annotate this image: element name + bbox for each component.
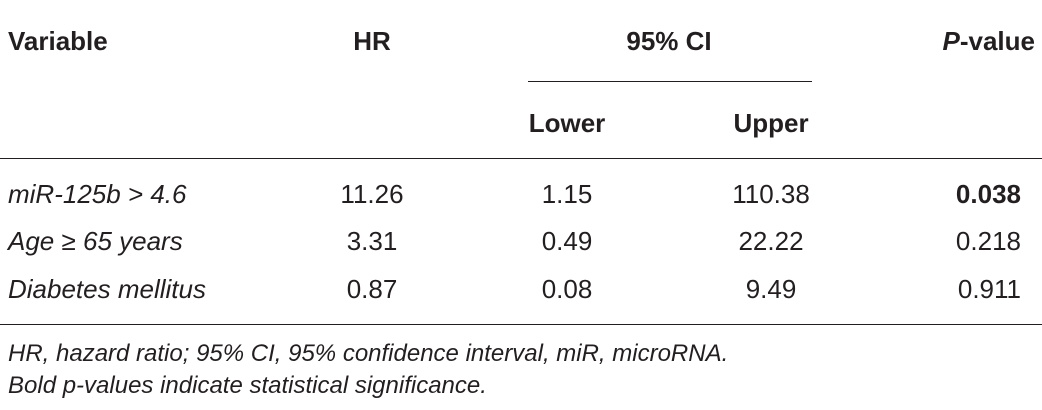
header-variable: Variable <box>8 26 108 56</box>
header-hr: HR <box>353 26 391 56</box>
row-1-p-value: 0.038 <box>955 179 1021 209</box>
row-2-hr: 3.31 <box>346 226 398 256</box>
header-p-letter: P <box>942 26 960 56</box>
row-1-upper: 110.38 <box>732 179 810 209</box>
row-2-lower: 0.49 <box>541 226 593 256</box>
header-lower: Lower <box>528 108 606 138</box>
row-3-p-value: 0.911 <box>957 274 1021 304</box>
footnote-significance: Bold p-values indicate statistical signi… <box>8 372 487 399</box>
ci-spanner-rule <box>528 81 812 82</box>
row-1-variable: miR-125b > 4.6 <box>8 179 187 209</box>
row-1-hr: 11.26 <box>340 179 404 209</box>
row-3-variable: Diabetes mellitus <box>8 274 206 304</box>
footnote-abbreviations: HR, hazard ratio; 95% CI, 95% confidence… <box>8 340 729 367</box>
header-ci: 95% CI <box>626 26 712 56</box>
table-bottom-rule <box>0 324 1042 325</box>
row-2-upper: 22.22 <box>738 226 804 256</box>
header-p-value: P-value <box>943 26 1036 56</box>
header-upper: Upper <box>733 108 809 138</box>
row-2-variable: Age ≥ 65 years <box>8 226 183 256</box>
row-3-lower: 0.08 <box>541 274 593 304</box>
row-3-upper: 9.49 <box>745 274 797 304</box>
row-1-lower: 1.15 <box>541 179 593 209</box>
header-p-suffix: -value <box>959 26 1035 56</box>
row-2-p-value: 0.218 <box>955 226 1021 256</box>
header-rule <box>0 158 1042 159</box>
row-3-hr: 0.87 <box>346 274 398 304</box>
